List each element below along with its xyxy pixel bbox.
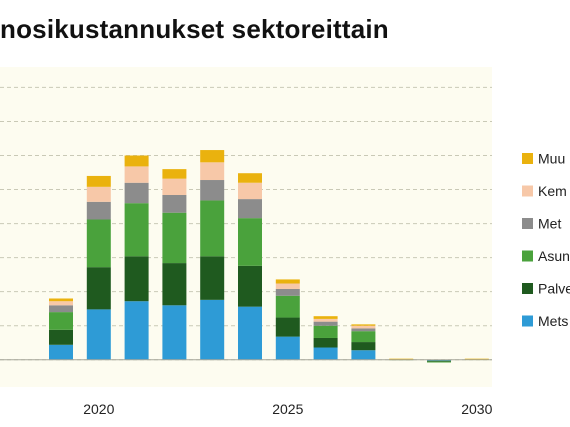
x-axis-ticks: 2020 2025 2030 <box>83 401 492 417</box>
bar-segment <box>275 295 300 318</box>
bar-segment <box>238 199 262 219</box>
bar-segment <box>162 195 187 213</box>
bar-segment <box>275 279 300 284</box>
legend-swatch <box>522 283 533 294</box>
legend-label: Mets <box>538 313 568 329</box>
bar-segment <box>275 317 300 337</box>
bar-segment <box>49 298 73 302</box>
bar-segment <box>238 182 262 200</box>
bar-segment <box>86 201 111 220</box>
bar-segment <box>351 324 376 326</box>
bar-segment <box>313 347 338 360</box>
bar-segment <box>200 180 225 201</box>
bar-segment <box>427 361 451 363</box>
legend-swatch <box>522 250 533 262</box>
bar-segment <box>313 316 338 319</box>
legend-swatch <box>522 153 533 164</box>
x-tick-label: 2025 <box>272 401 303 417</box>
legend: Muu Kem Met Asun Palve Mets <box>522 151 570 329</box>
bar-segment <box>238 218 262 266</box>
bar-segment <box>86 267 111 310</box>
bar-segment <box>275 336 300 360</box>
bar-segment <box>313 325 338 338</box>
bar-segment <box>86 219 111 268</box>
bar-segment <box>124 256 149 302</box>
bar-segment <box>351 325 376 329</box>
bar-segment <box>49 329 73 345</box>
bar-segment <box>124 301 149 360</box>
bar-segment <box>464 358 489 360</box>
bar-segment <box>238 265 262 307</box>
bar-segment <box>49 344 73 360</box>
bar-segment <box>351 328 376 332</box>
bar-segment <box>200 150 225 163</box>
legend-label: Kem <box>538 183 567 199</box>
bar-segment <box>124 155 149 167</box>
x-tick-label: 2020 <box>83 401 114 417</box>
bar-segment <box>238 306 262 360</box>
x-tick-label: 2030 <box>461 401 492 417</box>
bar-segment <box>86 175 111 187</box>
bar-segment <box>200 299 225 360</box>
bars <box>49 150 489 363</box>
legend-swatch <box>522 185 533 197</box>
legend-swatch <box>522 315 533 327</box>
bar-segment <box>49 305 73 313</box>
bar-segment <box>162 169 187 179</box>
bar-segment <box>275 283 300 289</box>
legend-label: Muu <box>538 151 565 167</box>
legend-swatch <box>522 218 533 229</box>
bar-segment <box>162 178 187 195</box>
bar-segment <box>124 166 149 183</box>
bar-segment <box>200 162 225 181</box>
bar-segment <box>351 350 376 360</box>
bar-segment <box>86 186 111 202</box>
bar-segment <box>275 288 300 296</box>
bar-segment <box>200 256 225 300</box>
legend-label: Palve <box>538 281 570 297</box>
bar-segment <box>86 309 111 360</box>
bar-segment <box>427 360 451 362</box>
bar-segment <box>238 173 262 183</box>
bar-segment <box>389 358 414 360</box>
bar-segment <box>124 182 149 204</box>
bar-segment <box>162 263 187 306</box>
bar-segment <box>200 200 225 257</box>
legend-label: Met <box>538 216 561 232</box>
bar-segment <box>49 312 73 330</box>
legend-label: Asun <box>538 248 570 264</box>
chart-title: nosikustannukset sektoreittain <box>0 14 389 44</box>
bar-segment <box>313 337 338 348</box>
bar-segment <box>351 342 376 351</box>
bar-segment <box>351 331 376 343</box>
bar-segment <box>313 321 338 326</box>
bar-segment <box>49 301 73 306</box>
bar-segment <box>313 318 338 322</box>
bar-segment <box>162 305 187 360</box>
bar-segment <box>124 203 149 257</box>
bar-segment <box>162 212 187 264</box>
